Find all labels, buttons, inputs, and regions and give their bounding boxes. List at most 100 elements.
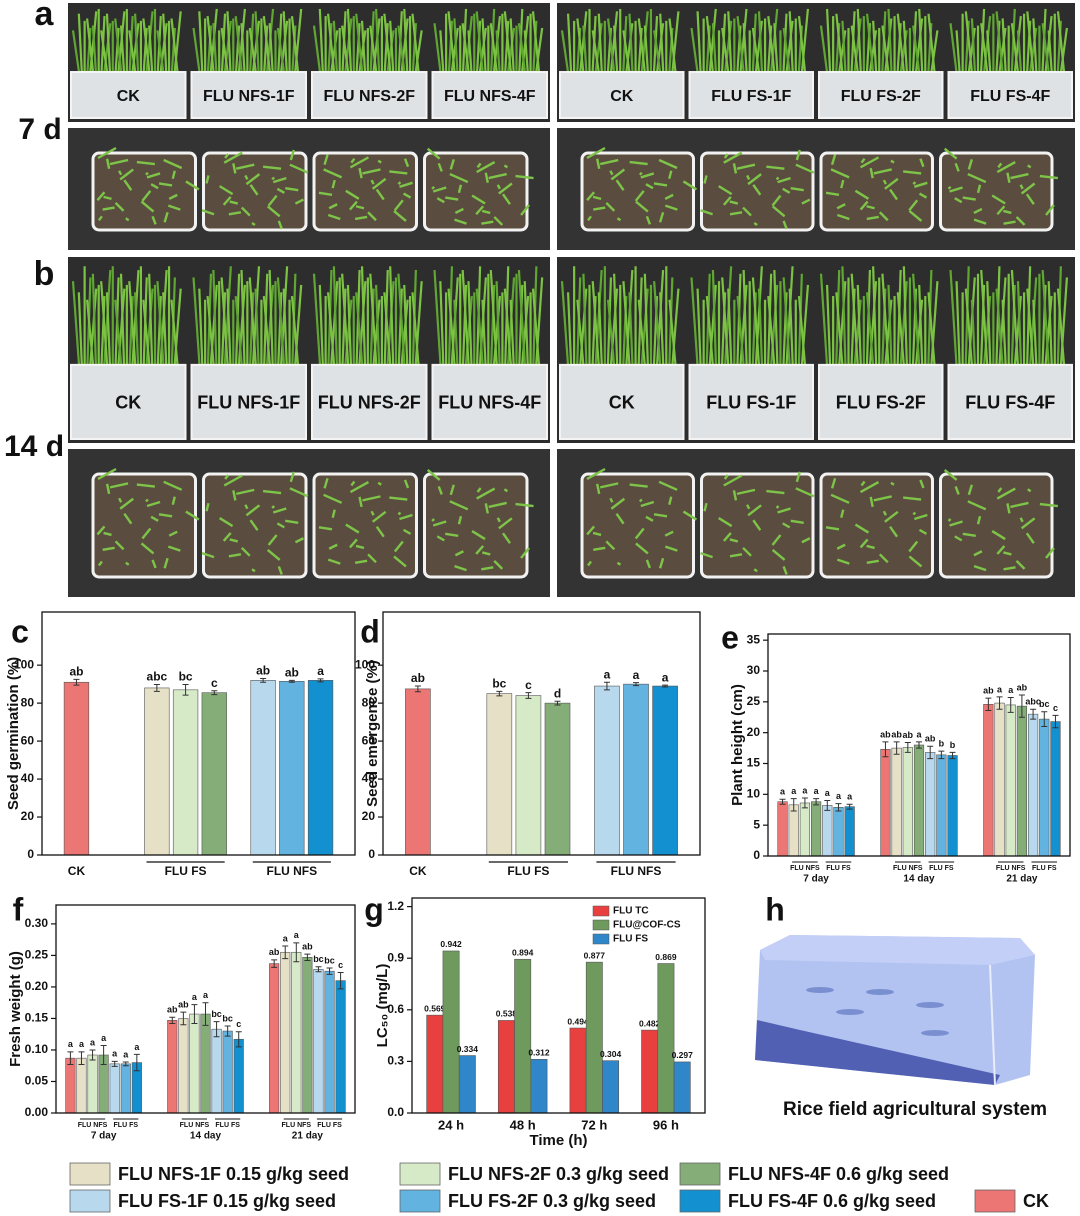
y-tick-label: 0	[753, 848, 760, 862]
bar	[486, 693, 513, 856]
error-bar	[317, 678, 324, 683]
seedling	[599, 482, 619, 489]
significance-letter: ab	[903, 730, 914, 740]
seedling	[912, 511, 917, 516]
seedling	[1019, 517, 1024, 523]
seedling	[349, 156, 370, 169]
seedling	[634, 527, 645, 540]
bar	[569, 1027, 587, 1114]
error-bar	[790, 798, 797, 812]
seedling	[145, 498, 149, 503]
grass-blade	[980, 269, 989, 365]
y-tick-label: 20	[747, 725, 761, 739]
seedling	[277, 565, 283, 575]
grass-blade	[481, 299, 487, 365]
tray-top-view	[423, 151, 529, 232]
seedling	[251, 568, 256, 573]
y-axis-label: Fresh weight (g)	[7, 951, 24, 1067]
error-bar	[414, 685, 421, 693]
seedling	[629, 160, 648, 166]
error-bar	[554, 700, 561, 706]
seedling	[752, 519, 762, 531]
grass-blade	[918, 8, 924, 73]
seedling	[605, 202, 616, 212]
seedling	[103, 195, 112, 201]
seedling	[375, 525, 385, 538]
grass-blade	[637, 299, 646, 365]
grass-blade	[198, 11, 204, 73]
seedling	[205, 502, 210, 512]
grass-blade	[1047, 30, 1053, 73]
seedling	[105, 158, 111, 169]
tank-soil	[755, 1020, 1000, 1085]
seedling	[795, 487, 815, 498]
seedling	[185, 180, 200, 191]
grass-blade	[119, 25, 126, 73]
value-label: 0.942	[440, 939, 462, 949]
seedling	[503, 488, 509, 493]
grass-blade	[312, 25, 322, 73]
seedling	[742, 206, 752, 217]
seedling	[520, 547, 531, 559]
significance-letter: a	[662, 670, 669, 684]
y-axis-label: Plant height (cm)	[729, 684, 746, 806]
seedling	[289, 487, 309, 498]
tray-top-view	[423, 472, 529, 579]
bar	[983, 703, 994, 857]
seedling	[151, 215, 157, 225]
grass-blade	[597, 292, 603, 365]
seedling	[251, 221, 256, 226]
group-label: 21 day	[292, 1131, 324, 1142]
seedling	[437, 486, 443, 495]
seedling	[102, 546, 115, 552]
grass-blade	[995, 11, 1004, 73]
seedling	[616, 217, 622, 222]
bar	[307, 680, 334, 856]
seedling	[753, 568, 758, 573]
grass-blade	[711, 23, 718, 73]
error-bar	[133, 1053, 140, 1072]
tray-label: FLU FS-1F	[711, 88, 791, 105]
seedling	[449, 159, 455, 170]
bar	[657, 963, 675, 1114]
seedling	[375, 188, 385, 201]
grass-blade	[290, 295, 300, 365]
y-tick-label: 0.30	[25, 916, 49, 930]
seedling	[836, 203, 846, 210]
tray-label: FLU NFS-2F	[318, 393, 421, 413]
seedling	[752, 184, 762, 196]
seedling	[830, 493, 850, 504]
seedling	[141, 190, 152, 202]
legend-label: FLU NFS-2F 0.3 g/kg seed	[448, 1164, 669, 1184]
seedling	[345, 523, 360, 534]
seedling	[1006, 172, 1011, 184]
seedling	[481, 551, 491, 556]
significance-letter: a	[604, 667, 611, 681]
caption: Rice field agricultural system	[783, 1099, 1047, 1120]
seedling	[747, 173, 762, 186]
seedling	[967, 500, 987, 511]
legend-swatch	[592, 905, 610, 917]
subgroup-label: FLU NFS	[893, 865, 923, 872]
seedling	[777, 176, 791, 184]
plot-frame	[411, 897, 706, 1114]
bar	[120, 1063, 131, 1114]
y-tick-label: 0.15	[25, 1011, 49, 1025]
seedling	[996, 545, 1006, 555]
seedling	[371, 177, 387, 190]
seedling	[1045, 547, 1055, 559]
error-bar	[835, 803, 842, 812]
grass-blade	[980, 23, 989, 73]
subgroup-label: FLU NFS	[996, 865, 1026, 872]
grass-blade	[439, 281, 445, 365]
grass-blade	[597, 13, 603, 73]
y-tick-label: 80	[362, 695, 376, 709]
grass-blade	[523, 30, 529, 73]
tray	[70, 363, 187, 441]
seedling	[377, 159, 382, 164]
grass-blade	[881, 273, 890, 365]
seedling	[367, 553, 377, 564]
y-axis-label: Seed germination (%)	[5, 657, 22, 810]
seedling	[962, 532, 976, 538]
seedling	[367, 211, 377, 222]
